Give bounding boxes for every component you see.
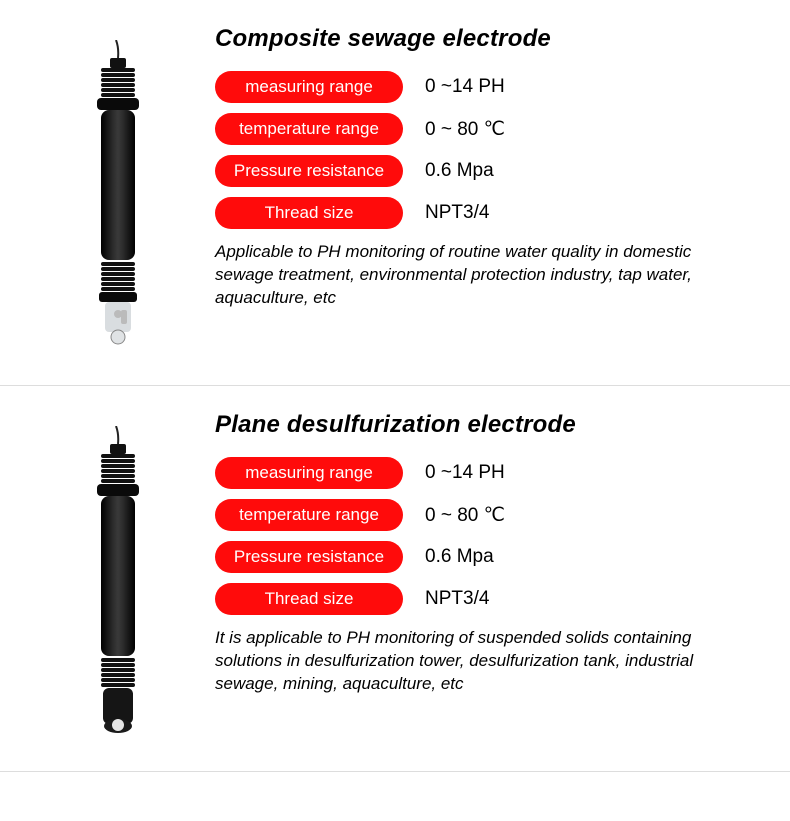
spec-value: NPT3/4: [425, 588, 489, 610]
product-info: Composite sewage electrode measuring ran…: [205, 25, 760, 355]
spec-value: 0 ~14 PH: [425, 76, 505, 98]
product-description: It is applicable to PH monitoring of sus…: [215, 627, 760, 696]
product-title: Composite sewage electrode: [215, 25, 760, 53]
spec-value: 0 ~14 PH: [425, 462, 505, 484]
spec-row: Pressure resistance 0.6 Mpa: [215, 541, 760, 573]
electrode-icon: [83, 426, 153, 741]
spec-row: measuring range 0 ~14 PH: [215, 457, 760, 489]
spec-row: temperature range 0 ~ 80 ℃: [215, 113, 760, 145]
product-image-col: [30, 411, 205, 741]
electrode-icon: [83, 40, 153, 355]
spec-value: 0.6 Mpa: [425, 160, 494, 182]
spec-row: temperature range 0 ~ 80 ℃: [215, 499, 760, 531]
spec-label-pill: measuring range: [215, 71, 403, 103]
spec-label-pill: measuring range: [215, 457, 403, 489]
product-title: Plane desulfurization electrode: [215, 411, 760, 439]
product-description: Applicable to PH monitoring of routine w…: [215, 241, 760, 310]
spec-row: Thread size NPT3/4: [215, 197, 760, 229]
spec-value: 0 ~ 80 ℃: [425, 504, 505, 527]
product-card: Composite sewage electrode measuring ran…: [0, 0, 790, 386]
spec-value: 0 ~ 80 ℃: [425, 118, 505, 141]
spec-row: Thread size NPT3/4: [215, 583, 760, 615]
spec-label-pill: Thread size: [215, 583, 403, 615]
spec-label-pill: temperature range: [215, 499, 403, 531]
spec-label-pill: Thread size: [215, 197, 403, 229]
spec-row: Pressure resistance 0.6 Mpa: [215, 155, 760, 187]
product-image-col: [30, 25, 205, 355]
spec-value: 0.6 Mpa: [425, 546, 494, 568]
product-info: Plane desulfurization electrode measurin…: [205, 411, 760, 741]
product-card: Plane desulfurization electrode measurin…: [0, 386, 790, 772]
spec-value: NPT3/4: [425, 202, 489, 224]
spec-label-pill: Pressure resistance: [215, 541, 403, 573]
spec-label-pill: Pressure resistance: [215, 155, 403, 187]
spec-label-pill: temperature range: [215, 113, 403, 145]
spec-row: measuring range 0 ~14 PH: [215, 71, 760, 103]
